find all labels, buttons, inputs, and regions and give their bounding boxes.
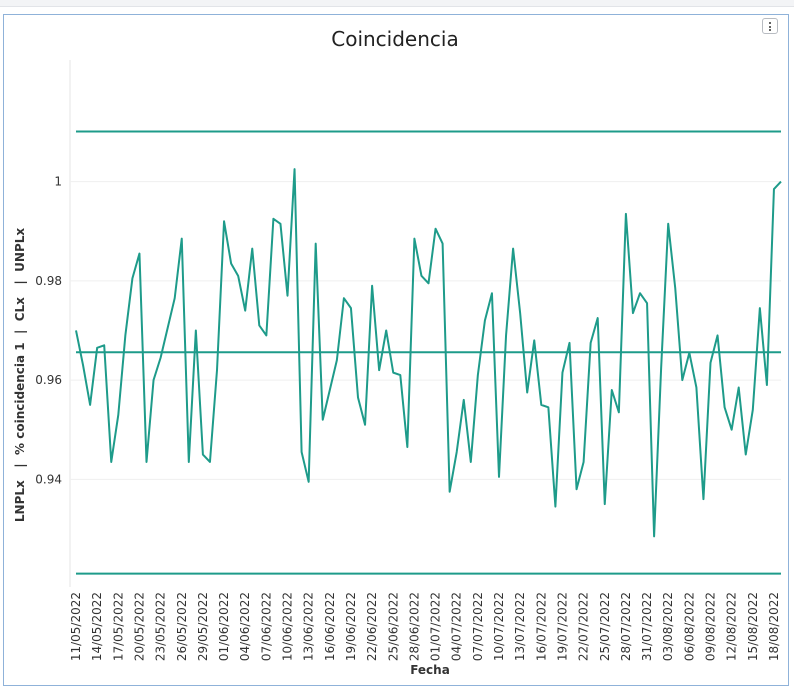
x-tick-labels: 11/05/2022 14/05/2022 17/05/2022 20/05/2022…	[69, 592, 781, 661]
y-tick-label: 1	[54, 175, 62, 189]
y-axis-title: LNPLx | % coincidencia 1 | CLx | UNPLx	[13, 228, 27, 522]
x-tick-label: 01/06/2022	[217, 592, 231, 661]
x-tick-label: 14/05/2022	[90, 592, 104, 661]
x-tick-label: 20/05/2022	[132, 592, 146, 661]
y-tick-label: 0.98	[35, 274, 62, 288]
x-tick-label: 18/08/2022	[767, 592, 781, 661]
x-tick-label: 28/07/2022	[619, 592, 633, 661]
x-tick-label: 04/06/2022	[238, 592, 252, 661]
x-axis-title: Fecha	[410, 663, 450, 677]
x-tick-label: 16/07/2022	[534, 592, 548, 661]
x-tick-label: 23/05/2022	[154, 592, 168, 661]
x-tick-label: 06/08/2022	[682, 592, 696, 661]
vertical-dots-icon[interactable]	[762, 18, 778, 34]
reference-lines	[76, 130, 781, 575]
y-tick-labels: 0.94 0.96 0.98 1	[35, 175, 62, 487]
x-tick-label: 15/08/2022	[746, 592, 760, 661]
x-tick-label: 26/05/2022	[175, 592, 189, 661]
x-tick-label: 29/05/2022	[196, 592, 210, 661]
x-tick-label: 04/07/2022	[450, 592, 464, 661]
x-tick-label: 03/08/2022	[661, 592, 675, 661]
x-tick-label: 22/06/2022	[365, 592, 379, 661]
chart-title: Coincidencia	[331, 27, 458, 51]
x-tick-label: 19/06/2022	[344, 592, 358, 661]
x-tick-label: 13/07/2022	[513, 592, 527, 661]
plot-area	[75, 168, 782, 538]
x-tick-label: 31/07/2022	[640, 592, 654, 661]
x-tick-label: 22/07/2022	[577, 592, 591, 661]
x-tick-label: 12/08/2022	[725, 592, 739, 661]
y-tick-label: 0.96	[35, 373, 62, 387]
x-tick-label: 25/07/2022	[598, 592, 612, 661]
grid-lines	[69, 60, 781, 587]
x-tick-label: 07/07/2022	[471, 592, 485, 661]
top-strip	[0, 0, 794, 7]
series-line-coincidencia	[75, 168, 782, 538]
x-tick-label: 10/07/2022	[492, 592, 506, 661]
x-tick-label: 01/07/2022	[429, 592, 443, 661]
x-tick-label: 13/06/2022	[302, 592, 316, 661]
x-tick-label: 10/06/2022	[281, 592, 295, 661]
x-tick-label: 19/07/2022	[555, 592, 569, 661]
x-tick-label: 11/05/2022	[69, 592, 83, 661]
x-tick-label: 25/06/2022	[386, 592, 400, 661]
x-tick-label: 07/06/2022	[259, 592, 273, 661]
x-tick-label: 16/06/2022	[323, 592, 337, 661]
x-tick-label: 28/06/2022	[407, 592, 421, 661]
x-tick-label: 09/08/2022	[704, 592, 718, 661]
x-tick-label: 17/05/2022	[111, 592, 125, 661]
y-tick-label: 0.94	[35, 472, 62, 486]
